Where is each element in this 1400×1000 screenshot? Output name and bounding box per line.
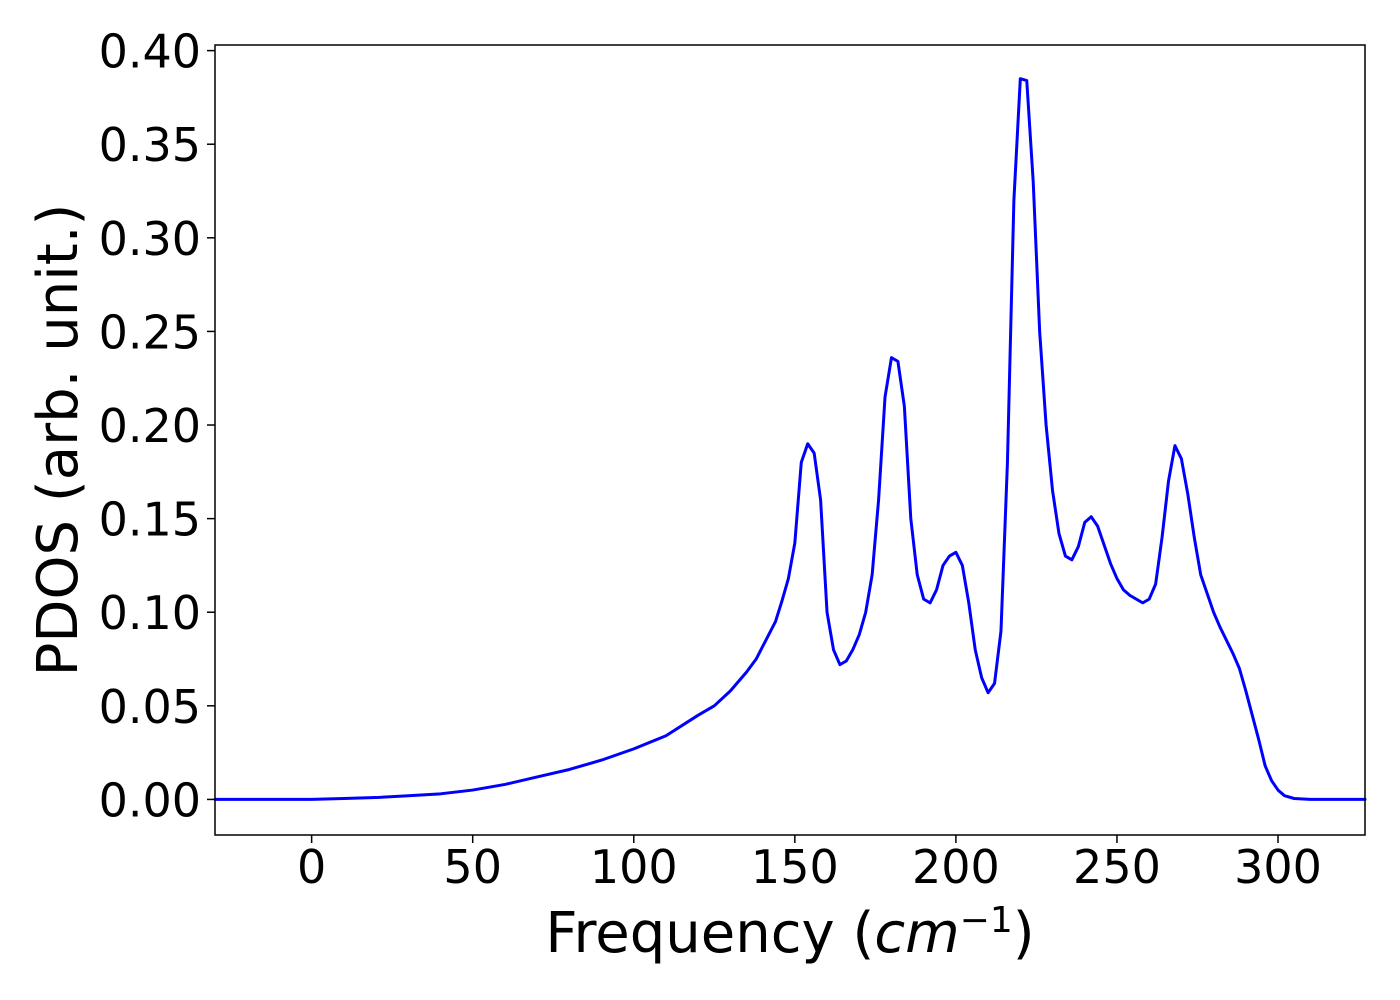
x-axis-label-close: ) <box>1013 901 1035 966</box>
x-axis-label-exponent: −1 <box>960 900 1013 941</box>
x-tick-label: 200 <box>912 840 1000 894</box>
y-tick-label: 0.10 <box>99 586 201 640</box>
y-axis-label: PDOS (arb. unit.) <box>26 204 91 677</box>
y-tick-label: 0.00 <box>99 773 201 827</box>
x-tick-label: 250 <box>1073 840 1161 894</box>
x-axis-label-unit: cm <box>874 901 959 966</box>
y-tick-label: 0.25 <box>99 305 201 359</box>
series-layer <box>213 77 1367 801</box>
x-axis-label-text: Frequency ( <box>545 901 874 966</box>
x-tick-label: 300 <box>1234 840 1322 894</box>
y-tick-label: 0.35 <box>99 118 201 172</box>
plot-frame <box>214 44 1366 836</box>
x-axis-label: Frequency (cm−1) <box>545 900 1034 967</box>
x-axis-ticks: 0 50 100 150 200 250 300 <box>297 835 1322 894</box>
y-tick-label: 0.20 <box>99 399 201 453</box>
y-tick-label: 0.05 <box>99 680 201 734</box>
series-line-0 <box>213 77 1367 801</box>
x-tick-label: 150 <box>751 840 839 894</box>
x-tick-label: 50 <box>443 840 502 894</box>
y-axis-ticks: 0.00 0.05 0.10 0.15 0.20 0.25 0.30 0.35 0.40 <box>99 25 215 827</box>
y-tick-label: 0.15 <box>99 493 201 547</box>
x-tick-label: 0 <box>297 840 326 894</box>
x-tick-label: 100 <box>590 840 678 894</box>
y-tick-label: 0.30 <box>99 212 201 266</box>
y-tick-label: 0.40 <box>99 25 201 79</box>
